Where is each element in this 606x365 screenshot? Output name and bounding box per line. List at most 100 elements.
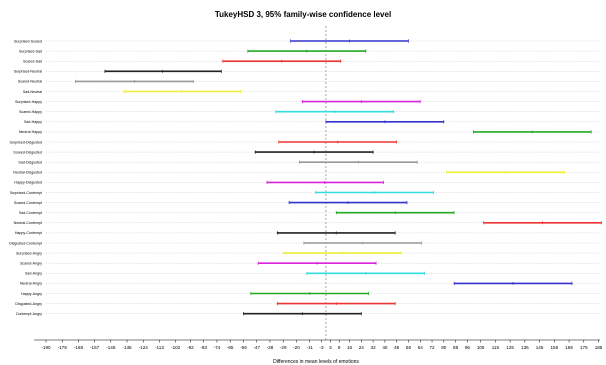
comparison-interval <box>266 180 384 184</box>
y-tick-label: Scared-Happy <box>19 110 42 114</box>
x-tick-label: -3 <box>319 345 324 350</box>
x-tick-label: 165 <box>565 345 573 350</box>
comparison-interval <box>315 190 434 195</box>
y-tick-label: Happy-Angry <box>21 292 42 296</box>
x-tick-label: -102 <box>171 345 181 350</box>
x-tick-label: 80 <box>441 345 447 350</box>
x-tick-label: -20 <box>293 345 300 350</box>
x-tick-label: 32 <box>371 345 377 350</box>
x-tick-label: -83 <box>200 345 207 350</box>
y-tick-label: Scared-Neutral <box>18 80 42 84</box>
x-tick-label: 115 <box>492 345 500 350</box>
y-tick-labels: Surprised-Scared Surprised-Sad Scared-Sad S… <box>9 39 42 316</box>
x-tick-label: -11 <box>307 345 314 350</box>
comparison-interval <box>301 100 421 104</box>
x-tick-label: -179 <box>58 345 68 350</box>
x-tick-label: 24 <box>359 345 365 350</box>
x-tick-label: -135 <box>122 345 132 350</box>
x-axis: -190 -179 -168 -157 -146 -135 -124 -113 -102 -92-… <box>34 339 603 350</box>
x-tick-label: 145 <box>536 345 544 350</box>
comparison-interval <box>257 261 377 265</box>
comparison-interval <box>288 201 408 205</box>
comparison-interval <box>303 241 423 245</box>
x-tick-label: 155 <box>550 345 558 350</box>
y-tick-label: Surprised-Scared <box>14 39 42 43</box>
y-tick-label: Neutral-Angry <box>20 282 42 286</box>
y-tick-label: Neutral-Disgusted <box>13 171 42 175</box>
x-tick-label: 185 <box>595 345 603 350</box>
y-tick-label: Scared-Disgusted <box>13 150 42 154</box>
comparison-interval <box>247 49 367 53</box>
comparison-interval <box>290 39 409 43</box>
x-tick-label: -113 <box>155 345 164 350</box>
x-tick-label: 56 <box>406 345 412 350</box>
x-tick-label: 64 <box>418 345 424 350</box>
y-tick-label: Sad-Neutral <box>23 90 42 94</box>
x-tick-label: -146 <box>106 345 116 350</box>
x-tick-label: 96 <box>465 345 471 350</box>
x-tick-label: -168 <box>74 345 84 350</box>
x-tick-label: 48 <box>394 345 400 350</box>
y-tick-label: Sad-Angry <box>25 272 42 276</box>
comparison-interval <box>250 291 370 296</box>
y-tick-label: Surprised-Contempt <box>10 191 42 195</box>
y-tick-label: Contempt-Angry <box>16 312 42 316</box>
y-tick-label: Neutral-Contempt <box>14 221 42 225</box>
comparison-interval <box>123 89 241 94</box>
comparison-interval <box>275 110 395 114</box>
x-tick-label: 125 <box>506 345 514 350</box>
chart-title: TukeyHSD 3, 95% family-wise confidence l… <box>215 10 391 19</box>
x-tick-label: -47 <box>253 345 260 350</box>
comparison-interval <box>446 170 566 174</box>
comparison-interval <box>453 281 573 285</box>
x-tick-label: -38 <box>267 345 274 350</box>
x-tick-label: -92 <box>187 345 194 350</box>
x-tick-label: 72 <box>429 345 435 350</box>
x-tick-label: -56 <box>240 345 247 350</box>
y-tick-label: Happy-Disgusted <box>14 181 42 185</box>
marks-layer <box>75 39 602 316</box>
comparison-interval <box>254 150 374 154</box>
y-tick-label: Scared-Angry <box>20 262 42 266</box>
comparison-interval <box>278 140 398 144</box>
x-tick-label: -65 <box>227 345 234 350</box>
y-tick-label: Surprised-Happy <box>15 100 42 104</box>
x-tick-label: -124 <box>139 345 149 350</box>
x-tick-label: 88 <box>453 345 459 350</box>
y-tick-label: Surprised-Neutral <box>14 70 42 74</box>
y-tick-label: Neutral-Happy <box>19 130 42 134</box>
x-tick-label: 105 <box>477 345 485 350</box>
comparison-interval <box>75 79 194 83</box>
comparison-interval <box>282 251 402 255</box>
x-tick-label: 3 <box>329 345 332 350</box>
x-tick-label: 135 <box>521 345 529 350</box>
comparison-interval <box>325 120 445 124</box>
x-tick-label: -190 <box>41 345 51 350</box>
y-tick-label: Happy-Contempt <box>15 231 42 235</box>
comparison-interval <box>276 231 396 235</box>
x-tick-label: -157 <box>90 345 100 350</box>
y-tick-label: Sad-Happy <box>24 120 42 124</box>
y-tick-label: Sad-Disgusted <box>18 161 42 165</box>
comparison-interval <box>472 130 592 134</box>
y-tick-label: Disgusted-Angry <box>15 302 42 306</box>
x-tick-label: 40 <box>382 345 388 350</box>
comparison-interval <box>306 271 426 275</box>
y-tick-label: Disgusted-Contempt <box>9 241 42 245</box>
y-tick-label: Surprised-Angry <box>16 251 42 255</box>
x-tick-label: -74 <box>214 345 221 350</box>
x-tick-label: -29 <box>280 345 287 350</box>
y-tick-label: Scared-Contempt <box>14 201 42 205</box>
x-tick-label: 175 <box>580 345 588 350</box>
y-tick-label: Surprised-Disgusted <box>9 140 42 144</box>
y-tick-label: Sad-Contempt <box>19 211 42 215</box>
x-axis-label: Differences in mean levels of emotions <box>273 359 359 365</box>
y-tick-label: Surprised-Sad <box>19 49 42 53</box>
y-tick-label: Scared-Sad <box>23 60 42 64</box>
comparison-interval <box>276 302 396 306</box>
comparison-interval <box>222 59 342 63</box>
comparison-interval <box>243 312 362 316</box>
x-tick-label: 9 <box>338 345 341 350</box>
